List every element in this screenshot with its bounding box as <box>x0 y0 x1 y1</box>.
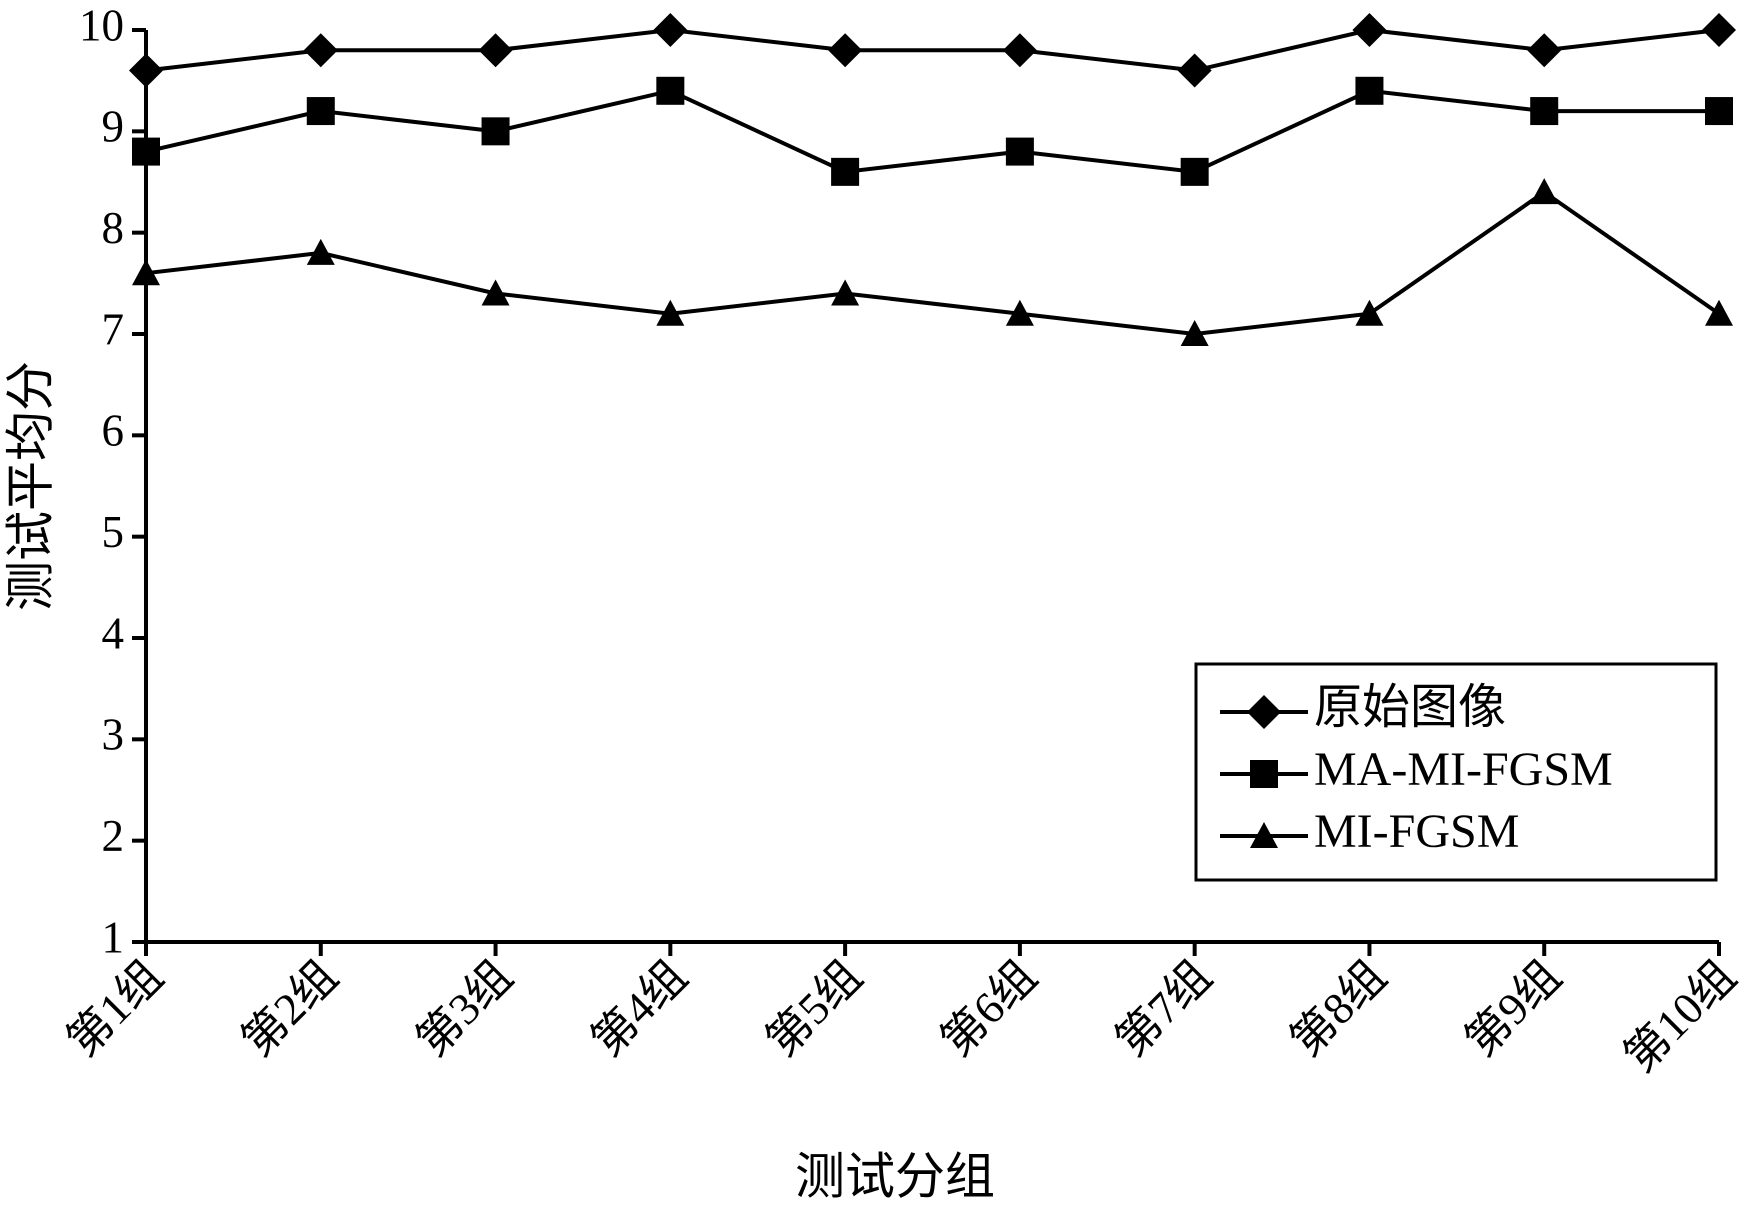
x-tick-label: 第4组 <box>582 951 697 1066</box>
x-tick-label: 第5组 <box>757 951 872 1066</box>
y-tick-label: 5 <box>102 507 125 557</box>
data-point <box>478 33 513 68</box>
y-tick-label: 4 <box>102 608 125 658</box>
data-point <box>306 97 335 126</box>
data-point <box>1005 299 1034 326</box>
data-point <box>831 279 860 306</box>
data-point <box>1530 178 1559 205</box>
series-line <box>145 27 1720 73</box>
data-point <box>653 13 688 47</box>
y-tick-label: 7 <box>102 304 125 354</box>
y-axis-title: 测试平均分 <box>2 361 58 611</box>
data-point <box>132 259 160 286</box>
data-point <box>831 157 860 186</box>
data-point <box>1005 137 1034 166</box>
data-point <box>1180 320 1209 346</box>
x-tick-label: 第1组 <box>57 951 172 1066</box>
x-tick-label: 第10组 <box>1615 951 1746 1082</box>
data-point <box>1530 97 1559 126</box>
data-point <box>129 53 163 88</box>
data-point <box>1180 157 1209 186</box>
series-line <box>145 189 1721 337</box>
y-tick-label: 10 <box>79 0 124 50</box>
y-tick-label: 9 <box>102 102 125 152</box>
y-tick-label: 2 <box>102 811 125 861</box>
data-point <box>828 33 863 68</box>
x-tick-label: 第6组 <box>931 951 1046 1066</box>
y-tick-label: 8 <box>102 203 125 253</box>
data-point <box>306 238 335 265</box>
data-point <box>1177 53 1212 88</box>
x-tick-label: 第2组 <box>232 951 347 1066</box>
data-point <box>1002 33 1037 68</box>
legend-marker <box>1250 760 1278 788</box>
data-point <box>1355 76 1384 105</box>
data-point <box>1702 13 1736 47</box>
data-point <box>132 137 160 166</box>
data-point <box>1352 13 1387 47</box>
data-point <box>656 76 685 105</box>
x-tick-label: 第8组 <box>1281 951 1396 1066</box>
series-line <box>145 88 1719 174</box>
data-point <box>481 117 510 146</box>
x-axis-title: 测试分组 <box>795 1148 995 1204</box>
legend-marker <box>1250 822 1278 848</box>
legend-marker <box>1247 695 1281 729</box>
y-tick-label: 3 <box>102 710 125 760</box>
data-point <box>1705 299 1733 326</box>
x-tick-label: 第7组 <box>1106 951 1221 1066</box>
data-point <box>1705 97 1733 126</box>
x-tick-label: 第3组 <box>407 951 522 1066</box>
data-point <box>481 279 510 306</box>
data-point <box>656 299 685 326</box>
x-tick-label: 第9组 <box>1456 951 1571 1066</box>
data-point <box>1527 33 1562 68</box>
data-point <box>1355 299 1384 326</box>
legend-label: MA-MI-FGSM <box>1314 743 1613 796</box>
y-tick-label: 1 <box>102 912 125 962</box>
legend-label: 原始图像 <box>1314 681 1506 734</box>
y-tick-label: 6 <box>102 406 125 456</box>
legend-label: MI-FGSM <box>1314 805 1519 858</box>
data-point <box>303 33 338 68</box>
